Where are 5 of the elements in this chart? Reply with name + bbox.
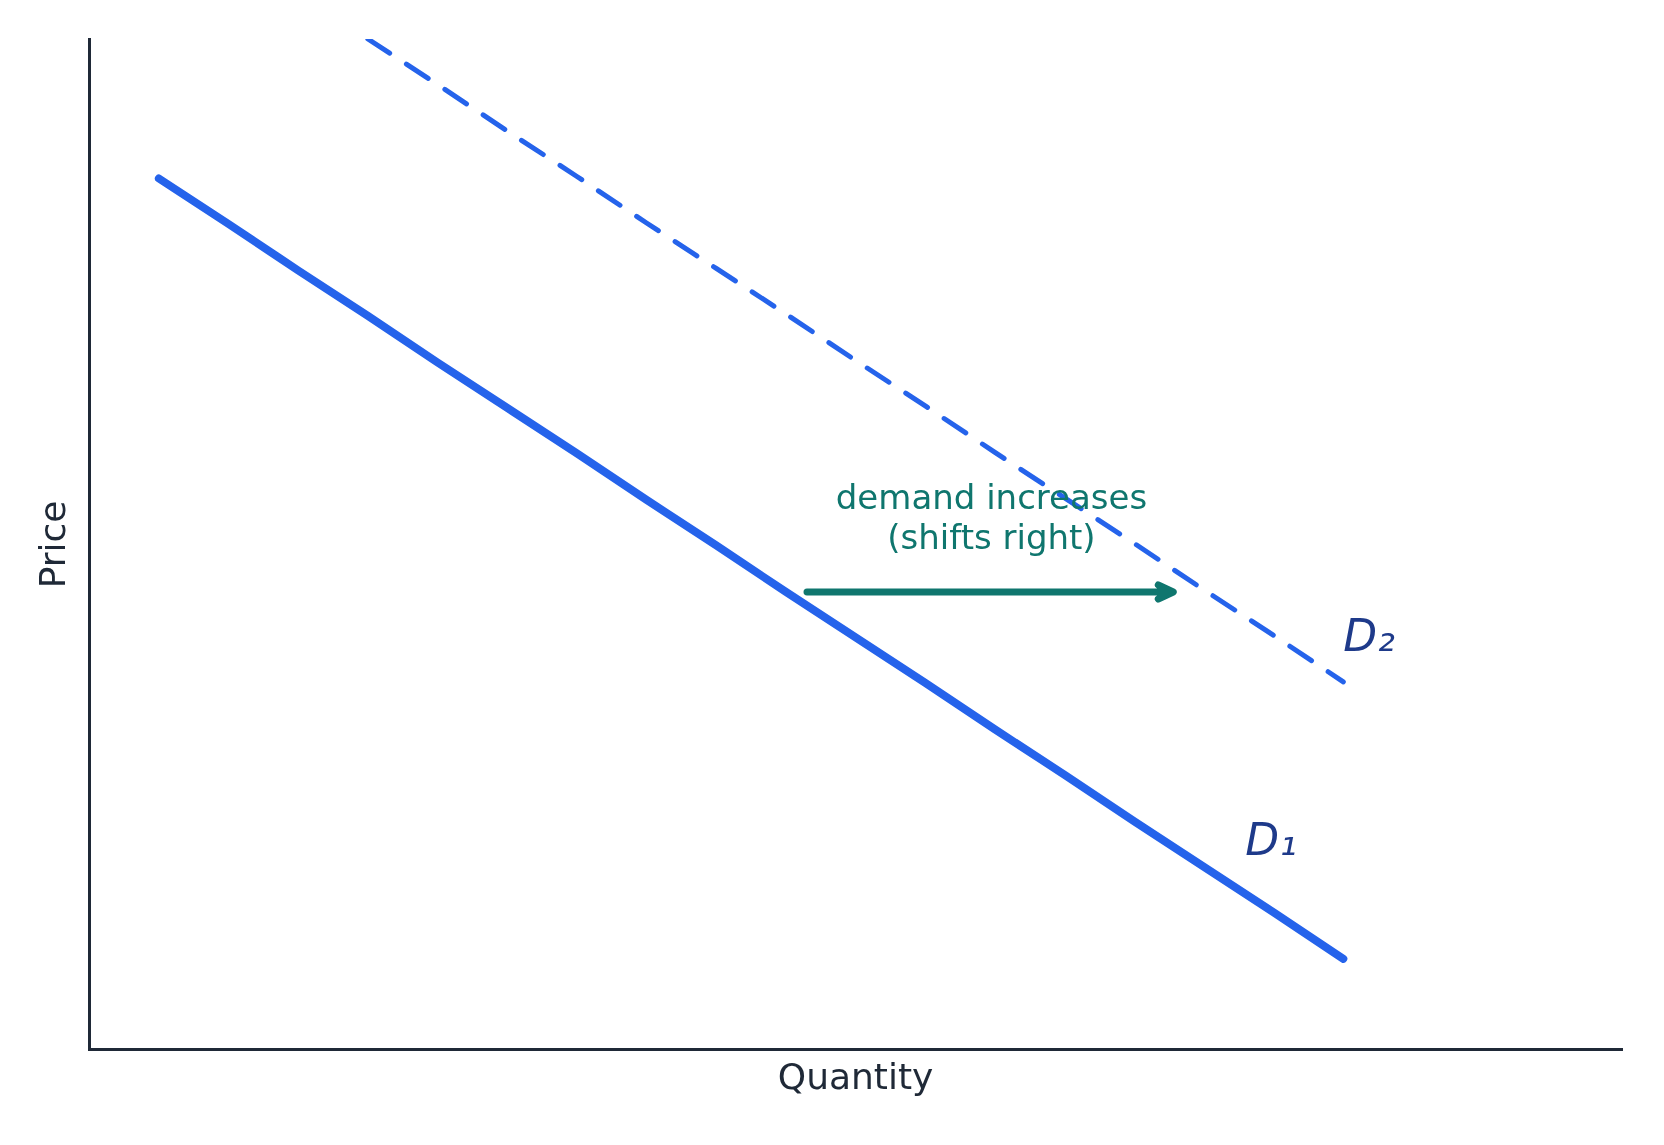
series-label: D₁ <box>1245 814 1297 866</box>
x-axis-title: Quantity <box>777 1055 934 1097</box>
y-axis-title: Price <box>31 500 73 589</box>
series-label: D₂ <box>1343 610 1395 662</box>
annotation: demand increases (shifts right) <box>835 476 1148 557</box>
